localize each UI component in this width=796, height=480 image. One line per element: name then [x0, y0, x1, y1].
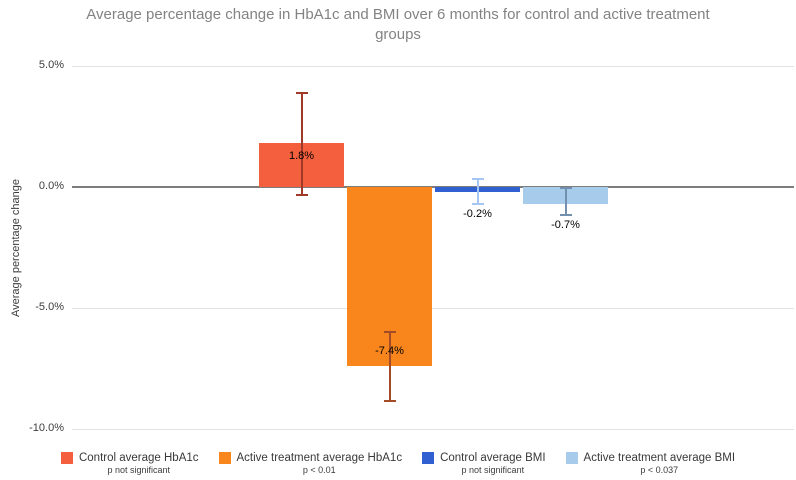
- legend: Control average HbA1c p not significant Ac…: [0, 451, 796, 476]
- gridline: [72, 66, 794, 67]
- legend-series-label: Active treatment average HbA1c: [236, 452, 403, 464]
- y-tick-label: 0.0%: [38, 180, 64, 192]
- legend-swatch: [218, 452, 231, 464]
- error-bar-cap: [559, 214, 572, 216]
- zero-axis-line: [72, 186, 794, 188]
- legend-swatch: [422, 452, 435, 464]
- error-bar-cap: [471, 178, 484, 180]
- bar-value-label: 1.8%: [288, 150, 315, 162]
- legend-item-active-treatment-average-hba1c[interactable]: Active treatment average HbA1c p < 0.01: [218, 451, 403, 476]
- legend-significance-label: p < 0.037: [640, 465, 679, 475]
- bar-value-label: -0.7%: [551, 219, 580, 231]
- y-tick-label: -10.0%: [29, 422, 64, 434]
- legend-texts: Control average HbA1c p not significant: [79, 451, 199, 476]
- legend-significance-label: p < 0.01: [302, 465, 336, 475]
- error-bar-cap: [383, 400, 396, 402]
- error-bar-cap: [295, 194, 308, 196]
- legend-item-active-treatment-average-bmi[interactable]: Active treatment average BMI p < 0.037: [565, 451, 735, 476]
- y-axis-title: Average percentage change: [10, 178, 22, 318]
- error-bar-cap: [383, 331, 396, 333]
- legend-item-control-average-bmi[interactable]: Control average BMI p not significant: [422, 451, 546, 476]
- bar-value-label: -0.2%: [463, 208, 492, 220]
- legend-series-label: Active treatment average BMI: [583, 452, 736, 464]
- error-bar-active-treatment-average-bmi: [564, 188, 567, 215]
- error-bar-control-average-bmi: [476, 179, 479, 204]
- error-bar-control-average-hba1c: [300, 93, 303, 195]
- gridline: [72, 308, 794, 309]
- legend-swatch: [60, 452, 73, 464]
- error-bar-active-treatment-average-hba1c: [388, 332, 391, 401]
- y-tick-label: 5.0%: [38, 59, 64, 71]
- legend-texts: Active treatment average BMI p < 0.037: [584, 451, 735, 476]
- legend-series-label: Control average HbA1c: [78, 452, 199, 464]
- legend-texts: Active treatment average HbA1c p < 0.01: [237, 451, 403, 476]
- error-bar-cap: [295, 92, 308, 94]
- legend-significance-label: p not significant: [461, 465, 525, 475]
- error-bar-cap: [559, 187, 572, 189]
- chart-title: Average percentage change in HbA1c and B…: [86, 6, 710, 43]
- legend-significance-label: p not significant: [107, 465, 171, 475]
- y-tick-label: -5.0%: [35, 301, 64, 313]
- gridline: [72, 429, 794, 430]
- bar-value-label: -7.4%: [375, 345, 404, 357]
- legend-texts: Control average BMI p not significant: [440, 451, 545, 476]
- error-bar-cap: [471, 203, 484, 205]
- legend-series-label: Control average BMI: [440, 452, 546, 464]
- legend-item-control-average-hba1c[interactable]: Control average HbA1c p not significant: [60, 451, 199, 476]
- legend-swatch: [565, 452, 578, 464]
